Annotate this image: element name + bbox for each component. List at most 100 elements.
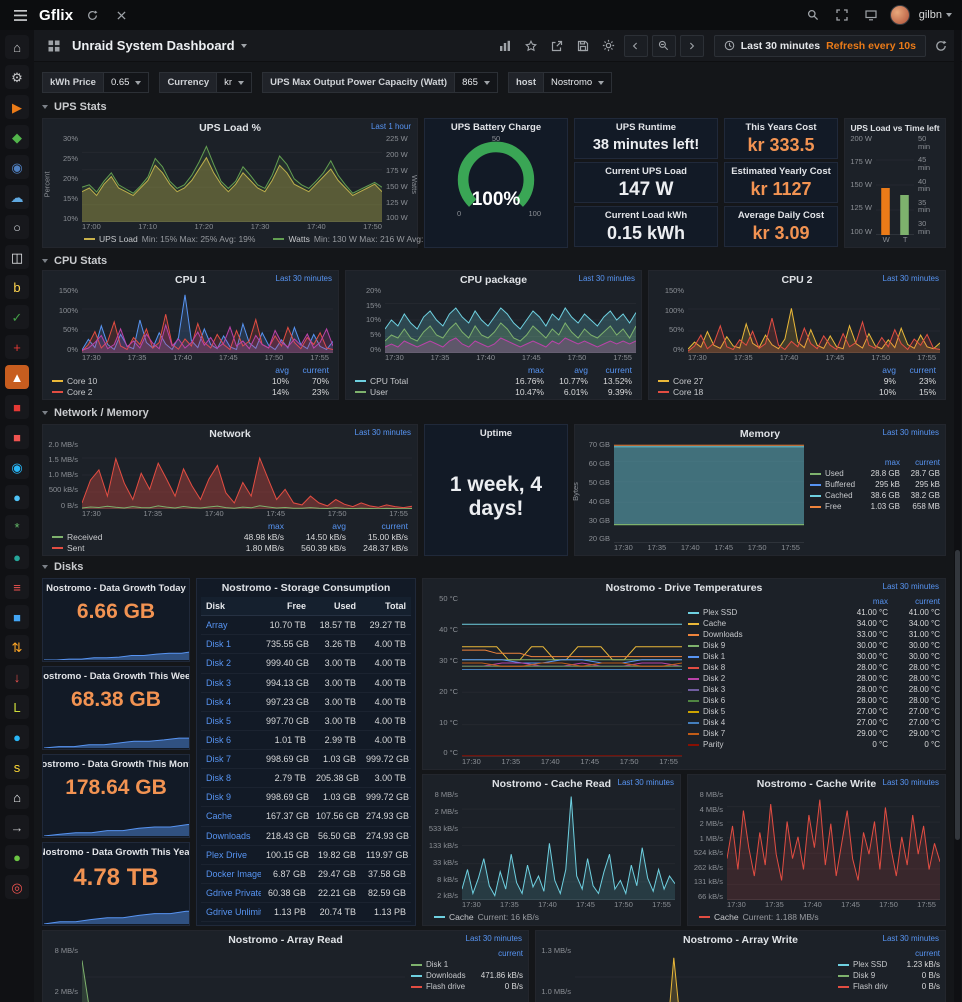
legend-series[interactable]: Core 27 xyxy=(658,376,856,386)
plot-area[interactable] xyxy=(82,135,382,222)
plot-area[interactable] xyxy=(82,947,405,1002)
plot-area[interactable] xyxy=(462,595,682,757)
plot-area[interactable] xyxy=(82,287,333,353)
panel-title[interactable]: Current UPS Load xyxy=(605,166,687,177)
legend-series[interactable]: Disk 8 xyxy=(688,663,836,672)
panel-title[interactable]: Memory xyxy=(739,428,781,440)
legend-column-current[interactable]: current xyxy=(915,949,940,958)
panel-title[interactable]: Nostromo - Data Growth Today xyxy=(46,583,186,594)
legend-column-max[interactable]: max xyxy=(872,597,888,606)
panel-title[interactable]: Average Daily Cost xyxy=(737,210,825,221)
sidebar-app-grafana[interactable]: ▲ xyxy=(5,365,29,389)
disk-link[interactable]: Disk 7 xyxy=(206,754,232,765)
time-range-picker[interactable]: Last 30 minutes Refresh every 10s xyxy=(713,34,926,57)
scrollbar[interactable] xyxy=(954,30,961,1002)
panel-title[interactable]: Uptime xyxy=(479,428,513,439)
plot-area[interactable] xyxy=(688,287,940,353)
panel-title[interactable]: Nostromo - Data Growth This Year xyxy=(42,847,190,858)
panel-title[interactable]: CPU package xyxy=(459,274,528,286)
legend-column-current[interactable]: current xyxy=(605,364,632,375)
column-header-used[interactable]: Used xyxy=(333,601,356,612)
share-dashboard-button[interactable] xyxy=(546,36,568,56)
disk-link[interactable]: Disk 8 xyxy=(206,773,232,784)
legend-series-name[interactable]: Watts xyxy=(288,233,310,244)
legend-series[interactable]: Received xyxy=(52,532,222,542)
disk-link[interactable]: Gdrive Unlimited xyxy=(206,907,261,918)
sidebar-app-drop[interactable]: ● xyxy=(5,485,29,509)
refresh-dashboard-button[interactable] xyxy=(930,36,952,56)
sidebar-app-search-app[interactable]: ○ xyxy=(5,215,29,239)
sidebar-app-water[interactable]: ● xyxy=(5,725,29,749)
panel-title[interactable]: This Years Cost xyxy=(745,122,817,133)
plot-area[interactable] xyxy=(575,947,832,1002)
playlist-cycle-icon[interactable] xyxy=(82,5,102,25)
legend-series[interactable]: Plex SSD xyxy=(838,960,888,969)
panel-title[interactable]: Nostromo - Storage Consumption xyxy=(221,582,391,594)
legend-series[interactable]: Disk 5 xyxy=(688,707,836,716)
disk-link[interactable]: Disk 2 xyxy=(206,658,232,669)
dashboard-title-picker[interactable]: Unraid System Dashboard xyxy=(72,38,247,53)
disk-link[interactable]: Disk 1 xyxy=(206,639,232,650)
plot-area[interactable] xyxy=(727,791,940,900)
variable-value-dropdown[interactable]: kr xyxy=(217,72,253,93)
dashboard-grid-icon[interactable] xyxy=(44,36,64,56)
plot-area[interactable] xyxy=(462,791,675,900)
sidebar-app-banana[interactable]: b xyxy=(5,275,29,299)
panel-title[interactable]: Nostromo - Cache Write xyxy=(756,778,877,790)
search-icon[interactable] xyxy=(803,5,823,25)
variable-value-dropdown[interactable]: 0.65 xyxy=(103,72,150,93)
row-header-disks[interactable]: Disks xyxy=(42,560,83,574)
hamburger-menu-icon[interactable] xyxy=(10,5,30,25)
sidebar-app-download[interactable]: ↓ xyxy=(5,665,29,689)
scrollbar-thumb[interactable] xyxy=(955,550,960,840)
legend-series[interactable]: Disk 9 xyxy=(838,971,888,980)
panel-title[interactable]: UPS Load vs Time left xyxy=(850,123,940,133)
sidebar-app-sab[interactable]: s xyxy=(5,755,29,779)
legend-column-avg[interactable]: avg xyxy=(882,364,896,375)
row-header-ups-stats[interactable]: UPS Stats xyxy=(42,100,107,114)
plot-area[interactable] xyxy=(82,441,412,509)
fullscreen-icon[interactable] xyxy=(832,5,852,25)
row-header-cpu-stats[interactable]: CPU Stats xyxy=(42,254,107,268)
legend-series[interactable]: Flash drive xyxy=(411,982,471,991)
sidebar-app-home[interactable]: ⌂ xyxy=(5,35,29,59)
sidebar-app-settings[interactable]: ⚙ xyxy=(5,65,29,89)
legend-column-avg[interactable]: avg xyxy=(332,520,346,531)
column-header-free[interactable]: Free xyxy=(286,601,306,612)
panel-title[interactable]: Nostromo - Array Read xyxy=(228,934,343,946)
sidebar-app-lazy[interactable]: L xyxy=(5,695,29,719)
disk-link[interactable]: Disk 5 xyxy=(206,715,232,726)
legend-series[interactable]: Downloads xyxy=(411,971,471,980)
legend-series[interactable]: Disk 6 xyxy=(688,696,836,705)
sidebar-app-library[interactable]: ⌂ xyxy=(5,785,29,809)
plot-area[interactable] xyxy=(385,287,636,353)
panel-title[interactable]: Nostromo - Data Growth This Week xyxy=(42,671,190,682)
panel-title[interactable]: UPS Battery Charge xyxy=(450,122,542,133)
sidebar-app-leaf[interactable]: * xyxy=(5,515,29,539)
legend-series[interactable]: Flash drive xyxy=(838,982,888,991)
legend-column-max[interactable]: max xyxy=(884,458,900,467)
legend-series[interactable]: Free xyxy=(810,502,860,511)
sidebar-app-dish[interactable]: ● xyxy=(5,545,29,569)
time-forward-button[interactable] xyxy=(679,34,704,57)
brand-title[interactable]: Gflix xyxy=(39,6,74,24)
legend-series[interactable]: Plex SSD xyxy=(688,608,836,617)
dashboard-settings-button[interactable] xyxy=(598,36,620,56)
panel-title[interactable]: UPS Load % xyxy=(199,122,261,134)
sidebar-app-sync[interactable]: ⇅ xyxy=(5,635,29,659)
row-header-network-memory[interactable]: Network / Memory xyxy=(42,406,149,420)
sidebar-app-tools[interactable]: + xyxy=(5,335,29,359)
sidebar-app-cloud[interactable]: ☁ xyxy=(5,185,29,209)
legend-column-max[interactable]: max xyxy=(527,364,544,375)
legend-series[interactable]: Core 10 xyxy=(52,376,249,386)
legend-series[interactable]: User xyxy=(355,387,500,397)
legend-series[interactable]: Disk 1 xyxy=(688,652,836,661)
disk-link[interactable]: Disk 3 xyxy=(206,677,232,688)
legend-series[interactable]: Downloads xyxy=(688,630,836,639)
legend-series[interactable]: Sent xyxy=(52,543,222,553)
legend-column-avg[interactable]: avg xyxy=(275,364,289,375)
legend-series-name[interactable]: UPS Load xyxy=(99,233,138,244)
disk-link[interactable]: Disk 9 xyxy=(206,792,232,803)
legend-series[interactable]: Parity xyxy=(688,740,836,749)
plot-area[interactable] xyxy=(614,441,804,543)
